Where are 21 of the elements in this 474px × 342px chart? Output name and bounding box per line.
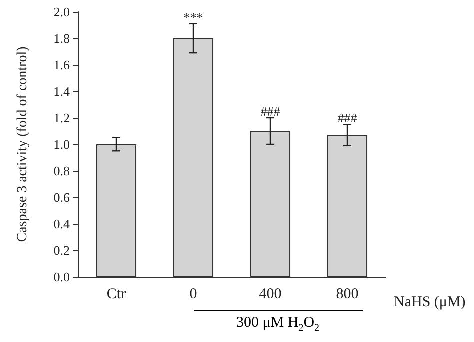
annotation: ### — [260, 104, 281, 119]
x-axis-title: NaHS (μM) — [394, 294, 466, 310]
annotation: ### — [338, 110, 358, 126]
y-tick-label: 0.2 — [54, 243, 70, 258]
y-tick-label: 1.0 — [54, 137, 70, 152]
y-tick-label: 0.8 — [54, 164, 70, 178]
x-tick-label: 400 — [259, 286, 282, 302]
annotation: *** — [184, 10, 204, 25]
y-tick-label: 0.4 — [54, 216, 70, 232]
text: 300 μM H$_{2}$O$_{2}$ — [236, 315, 320, 334]
x-tick-label: 800 — [336, 286, 359, 302]
y-tick-label: 2.0 — [54, 4, 70, 20]
y-tick-label: 1.4 — [54, 84, 70, 99]
y-tick-label: 1.2 — [54, 110, 70, 126]
y-tick-label: 0.0 — [54, 270, 70, 284]
y-axis-title: Caspase 3 activity (fold of control) — [16, 46, 30, 242]
x-tick-label: Ctr — [106, 286, 126, 302]
y-tick-label: 0.6 — [54, 190, 70, 205]
x-tick-label: 0 — [190, 286, 198, 302]
y-tick-label: 1.6 — [54, 58, 70, 72]
y-tick-label: 1.8 — [54, 31, 70, 46]
